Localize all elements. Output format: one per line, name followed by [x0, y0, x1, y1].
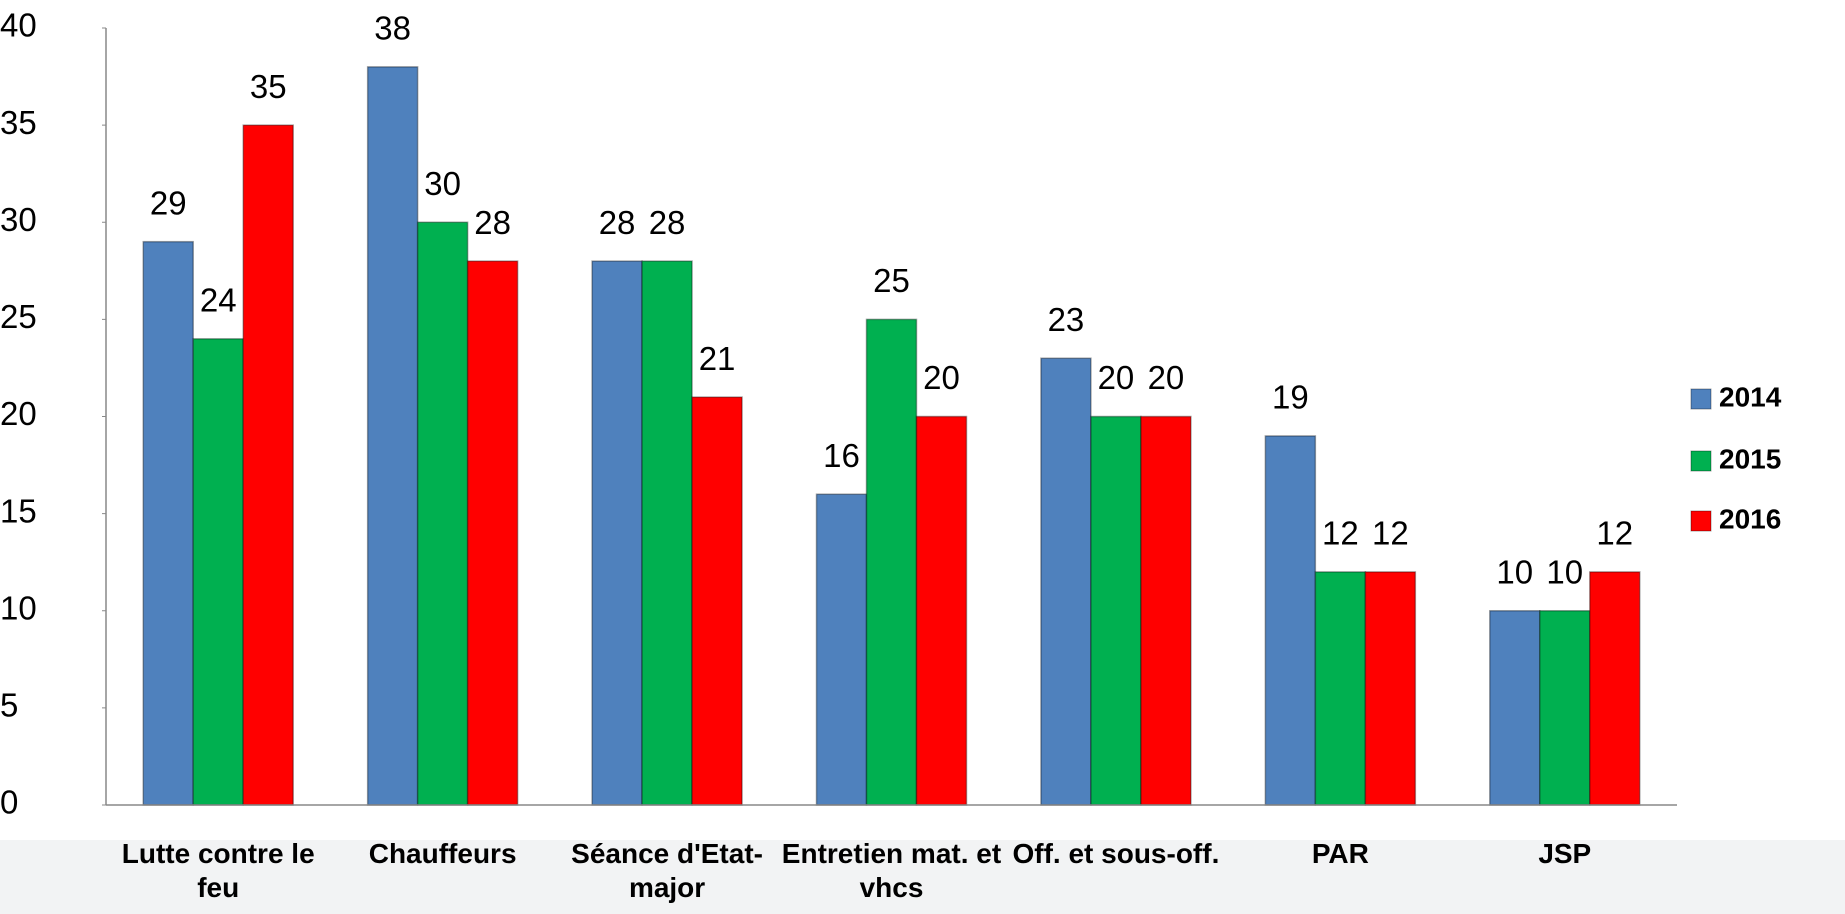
legend-swatch: [1690, 388, 1712, 410]
data-label: 30: [424, 165, 461, 202]
bar: [466, 260, 519, 806]
y-tick-label: 25: [0, 298, 37, 335]
bar: [416, 221, 469, 806]
bar: [366, 66, 419, 806]
x-tick-label: Lutte contre le feu: [121, 838, 315, 903]
data-label: 21: [699, 340, 736, 377]
x-tick-label: JSP: [1538, 838, 1592, 869]
data-label: 25: [873, 262, 910, 299]
bar: [1140, 415, 1192, 806]
bar: [641, 260, 693, 806]
bar: [1264, 435, 1317, 806]
x-tick-label: Séance d'Etat-major: [571, 838, 763, 903]
bar: [865, 318, 918, 806]
data-label: 16: [823, 437, 860, 474]
data-label: 19: [1272, 379, 1309, 416]
x-tick-label: PAR: [1311, 838, 1369, 869]
data-label: 20: [1098, 359, 1135, 396]
legend-label: 2015: [1719, 443, 1781, 474]
background-band: [0, 840, 1845, 914]
bar: [591, 260, 643, 806]
legend-label: 2014: [1719, 381, 1782, 412]
x-tick-label: Chauffeurs: [368, 838, 517, 869]
y-tick-label: 10: [0, 589, 37, 626]
data-label: 10: [1496, 553, 1533, 590]
data-label: 23: [1048, 301, 1085, 338]
data-label: 20: [923, 359, 960, 396]
bar: [1090, 415, 1142, 806]
y-tick-label: 40: [0, 7, 37, 44]
y-tick-label: 20: [0, 395, 37, 432]
legend-swatch: [1690, 510, 1712, 532]
bar: [1589, 571, 1641, 806]
data-label: 29: [150, 184, 187, 221]
bar: [1489, 610, 1541, 806]
data-label: 12: [1596, 515, 1633, 552]
bar: [691, 396, 743, 806]
data-label: 28: [474, 204, 511, 241]
x-tick-label: Entretien mat. et vhcs: [781, 838, 1002, 903]
data-label: 38: [374, 10, 411, 47]
bar: [1314, 571, 1367, 806]
data-label: 12: [1322, 515, 1359, 552]
y-tick-label: 0: [0, 784, 18, 821]
y-tick-label: 30: [0, 201, 37, 238]
bar: [192, 338, 244, 806]
y-tick-label: 15: [0, 492, 37, 529]
y-tick-label: 5: [0, 687, 18, 724]
legend-swatch: [1690, 450, 1712, 472]
data-label: 28: [649, 204, 686, 241]
bar: [1364, 571, 1417, 806]
data-label: 20: [1148, 359, 1185, 396]
data-label: 12: [1372, 515, 1409, 552]
bar: [1539, 610, 1591, 806]
legend-label: 2016: [1719, 503, 1781, 534]
data-label: 24: [200, 282, 237, 319]
bar: [1040, 357, 1092, 806]
bar: [915, 415, 968, 806]
bar: [815, 493, 868, 806]
bar: [142, 240, 194, 806]
x-tick-label: Off. et sous-off.: [1012, 838, 1220, 869]
bar: [242, 124, 294, 806]
data-label: 35: [250, 68, 287, 105]
y-tick-label: 35: [0, 104, 37, 141]
data-label: 10: [1546, 553, 1583, 590]
data-label: 28: [599, 204, 636, 241]
